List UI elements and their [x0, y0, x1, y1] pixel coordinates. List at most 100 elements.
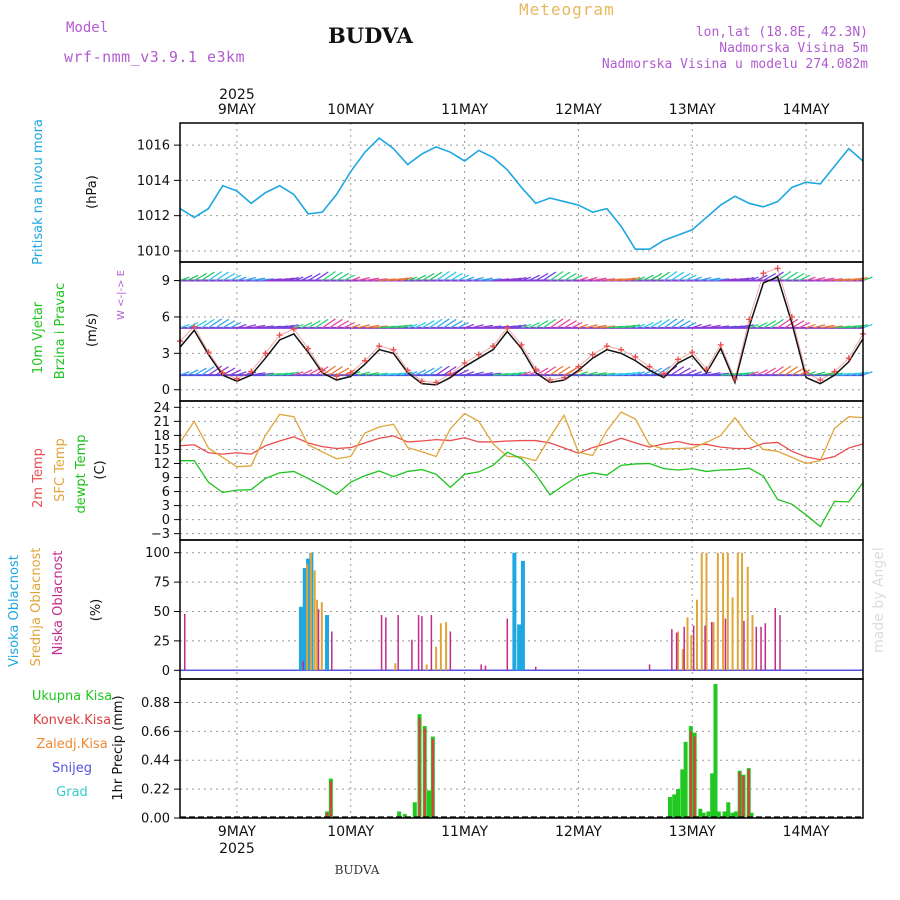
- precip-bar-1-9: [747, 769, 750, 818]
- wind-arrow-0-88.5: [599, 278, 616, 282]
- ylabel-pressure-unit: (hPa): [85, 175, 100, 209]
- wind-arrow-2-105: [677, 367, 691, 376]
- cloud-bar-1-14: [695, 599, 698, 671]
- precip-bar-1-8: [742, 775, 745, 818]
- bottom-date-label-1: 10MAY: [327, 824, 374, 840]
- wind-arrow-2-121.5: [756, 369, 768, 376]
- precip-bar-1-2: [418, 718, 421, 818]
- wind-arrow-1-46.5: [400, 324, 413, 329]
- precip-bar-0-24: [730, 812, 735, 818]
- wind-arrow-0-129: [791, 272, 805, 282]
- wind-arrow-0-105: [677, 272, 691, 282]
- precip-bar-0-16: [698, 808, 703, 818]
- wind-arrow-1-141: [848, 324, 863, 329]
- wind-arrow-0-7.5: [215, 271, 229, 282]
- wind-arrow-1-130.5: [798, 321, 811, 329]
- wind-arrow-0-48: [407, 276, 418, 282]
- wind-arrow-2-45: [393, 372, 408, 376]
- wind-arrow-1-36: [350, 323, 361, 329]
- wind-arrow-1-76.5: [542, 318, 557, 329]
- wind-arrow-0-15: [251, 277, 266, 282]
- wind-arrow-2-37.5: [357, 371, 370, 376]
- cloud-bar-1-16: [705, 552, 708, 671]
- wind-arrow-0-58.5: [457, 274, 469, 282]
- wind-arrow-2-51: [421, 367, 435, 376]
- wind-arrow-0-69: [507, 277, 522, 282]
- wind-arrow-0-9: [222, 272, 236, 282]
- wind-arrow-1-102: [663, 318, 678, 329]
- wind-arrow-2-78: [549, 365, 564, 376]
- wind-arrow-0-70.5: [514, 276, 527, 282]
- cloud-bar-1-3: [316, 599, 319, 671]
- wind-arrow-1-52.5: [428, 318, 443, 329]
- wind-arrow-2-21: [279, 372, 294, 376]
- wind-arrow-2-63: [478, 372, 493, 376]
- wind-arrow-0-94.5: [628, 276, 641, 282]
- wind-arrow-0-52.5: [428, 271, 443, 282]
- cloud-bar-1-24: [746, 566, 749, 671]
- wind-arrow-0-55.5: [442, 271, 457, 282]
- wind-speed-line: [179, 275, 864, 386]
- ytick-label-temperature-4: 9: [162, 471, 170, 486]
- cloud-bar-2-20: [692, 625, 695, 671]
- cloud-bar-1-15: [700, 552, 703, 671]
- wind-arrow-1-78: [549, 318, 564, 329]
- header-lonlat: lon,lat (18.8E, 42.3N): [695, 25, 868, 40]
- cloud-bar-1-11: [681, 649, 684, 671]
- cloud-bar-2-16: [648, 664, 651, 671]
- precip-bar-0-9: [667, 796, 672, 818]
- wind-arrow-1-126: [777, 318, 792, 329]
- top-date-label-2: 11MAY: [441, 102, 488, 118]
- wind-arrow-2-118.5: [741, 371, 755, 376]
- wind-arrow-1-75: [535, 320, 549, 329]
- ylabel-cloud-unit: (%): [89, 599, 104, 622]
- wind-arrow-2-123: [763, 367, 777, 376]
- wind-arrow-0-78: [549, 270, 564, 282]
- wind-arrow-2-25.5: [300, 369, 313, 376]
- precip-bar-0-20: [713, 684, 718, 818]
- wind-arrow-0-6: [208, 270, 223, 282]
- cloud-bar-2-17: [671, 629, 673, 671]
- precip-bar-0-10: [672, 794, 677, 818]
- precip-bar-0-11: [676, 789, 681, 818]
- ylabel-cloud-2: Srednja Oblacnost: [29, 548, 44, 667]
- wind-arrow-2-27: [307, 367, 321, 376]
- wind-arrow-1-28.5: [314, 318, 329, 329]
- bottom-date-label-2: 11MAY: [441, 824, 488, 840]
- wind-arrow-0-100.5: [656, 271, 671, 282]
- cloud-bar-2-15: [534, 666, 537, 671]
- wind-arrow-1-84: [578, 323, 589, 329]
- wind-arrow-0-123: [763, 272, 777, 282]
- wind-arrow-0-133.5: [813, 276, 826, 282]
- wind-arrow-2-40.5: [372, 372, 388, 376]
- wind-arrow-1-123: [763, 320, 777, 329]
- wind-arrow-0-57: [450, 272, 463, 282]
- wind-arrow-0-102: [663, 270, 678, 282]
- wind-arrow-1-7.5: [215, 318, 229, 329]
- top-date-label-0: 9MAY: [218, 102, 256, 118]
- ytick-label-temperature-1: 0: [162, 513, 170, 528]
- precip-legend-1: Konvek.Kisa: [33, 713, 111, 728]
- cloud-bar-2-21: [704, 625, 706, 671]
- cloud-bar-2-6: [397, 615, 399, 671]
- wind-arrow-0-60: [464, 276, 475, 282]
- ytick-label-precip-2: 0.44: [141, 754, 170, 769]
- precip-bar-0-29: [749, 812, 754, 818]
- wind-arrow-0-61.5: [471, 276, 484, 282]
- wind-arrow-0-117: [734, 277, 750, 282]
- ylabel-wind-1: 10m Vjetar: [31, 301, 46, 374]
- wind-arrow-2-99: [649, 367, 663, 376]
- cloud-bar-0-5: [512, 552, 517, 671]
- wind-arrow-2-12: [236, 371, 247, 376]
- cloud-bar-2-28: [774, 607, 777, 671]
- wind-arrow-0-63: [478, 277, 493, 282]
- wind-arrow-0-73.5: [528, 274, 540, 282]
- wind-arrow-1-25.5: [300, 321, 313, 329]
- ytick-label-pressure-2: 1014: [137, 174, 170, 189]
- wind-arrow-1-22.5: [286, 324, 299, 329]
- wind-arrow-2-39: [364, 372, 380, 376]
- wind-arrow-0-127.5: [784, 271, 799, 282]
- wind-arrow-0-21: [279, 277, 294, 282]
- header-model-elevation: Nadmorska Visina u modelu 274.082m: [601, 57, 868, 72]
- wind-arrow-0-49.5: [414, 274, 427, 282]
